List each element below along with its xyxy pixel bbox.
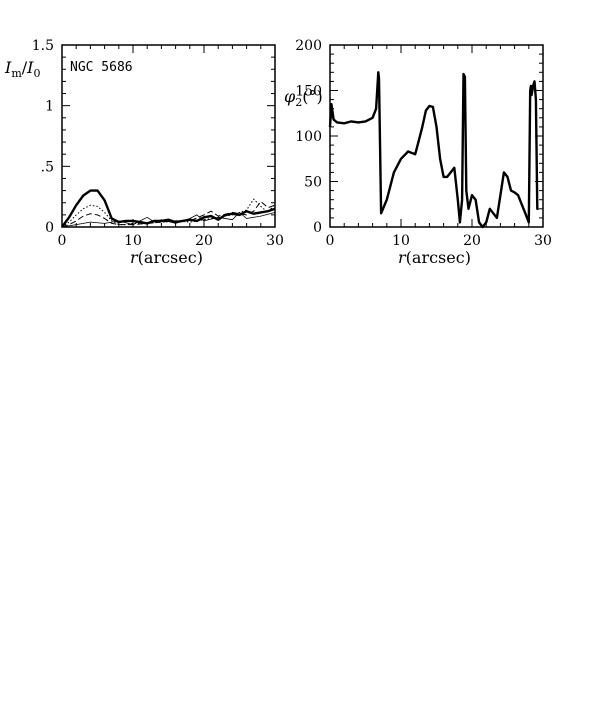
y-tick-label: 0 [313, 220, 322, 236]
x-axis-label: r(arcsec) [398, 248, 471, 267]
x-tick-label: 30 [534, 233, 552, 249]
x-tick-label: 10 [124, 233, 142, 249]
x-tick-label: 0 [326, 233, 335, 249]
series-line-dashed [61, 201, 276, 228]
axis-ticks [329, 44, 544, 228]
axis-ticks [61, 44, 276, 228]
phase-angle-panel: 0 10 20 30 0 50 100 150 200 φ2(°) r(arcsec) [284, 38, 552, 267]
y-axis-label: φ2(°) [284, 87, 323, 109]
series-line-solid-thick [328, 71, 539, 229]
x-tick-label: 20 [195, 233, 213, 249]
series-line-solid-thin [61, 211, 276, 228]
y-tick-label: 200 [295, 38, 322, 54]
y-tick-label: .5 [41, 159, 54, 175]
x-tick-labels: 0 10 20 30 [326, 233, 552, 249]
y-tick-label: 150 [295, 84, 322, 100]
data-series [328, 71, 539, 229]
y-tick-label: 100 [295, 129, 322, 145]
y-tick-label: 1.5 [32, 38, 54, 54]
y-tick-label: 1 [45, 99, 54, 115]
y-tick-label: 50 [304, 175, 322, 191]
x-tick-label: 0 [58, 233, 67, 249]
plot-frame [61, 44, 276, 228]
galaxy-annotation: NGC 5686 [70, 60, 133, 75]
x-tick-label: 30 [266, 233, 284, 249]
x-tick-label: 10 [392, 233, 410, 249]
intensity-ratio-panel: 0 10 20 30 0 .5 1 1.5 NGC 5686 Im/I0 r(arcsec) [4, 38, 284, 267]
y-tick-label: 0 [45, 220, 54, 236]
series-line-solid-thick [61, 189, 276, 228]
y-axis-label: Im/I0 [4, 58, 40, 80]
figure: 0 10 20 30 0 .5 1 1.5 NGC 5686 Im/I0 r(arcsec)… [4, 38, 552, 267]
x-tick-labels: 0 10 20 30 [58, 233, 284, 249]
x-tick-label: 20 [463, 233, 481, 249]
data-series [61, 189, 276, 228]
x-axis-label: r(arcsec) [130, 248, 203, 267]
y-tick-labels: 0 .5 1 1.5 [32, 38, 54, 236]
y-tick-labels: 0 50 100 150 200 [295, 38, 322, 236]
